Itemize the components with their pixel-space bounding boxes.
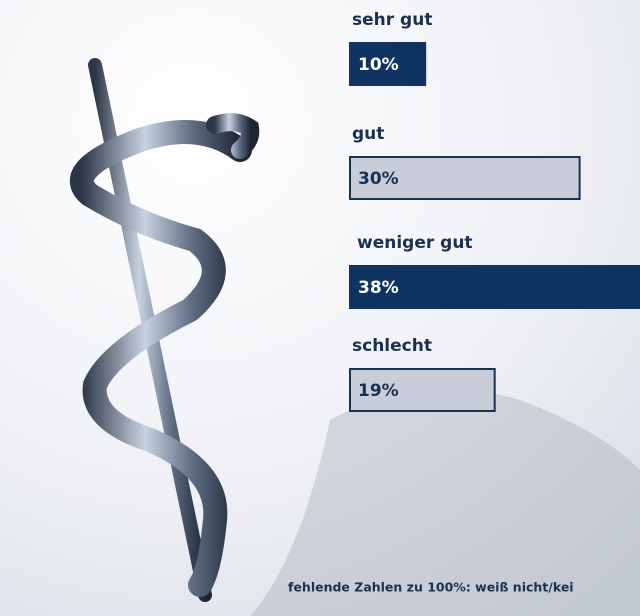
category-label: weniger gut — [357, 233, 473, 253]
category-label: schlecht — [352, 336, 432, 356]
footnote: fehlende Zahlen zu 100%: weiß nicht/kei — [288, 580, 574, 595]
value-label: 19% — [358, 381, 399, 401]
value-label: 30% — [358, 169, 399, 189]
value-label: 38% — [358, 278, 399, 298]
chart: fehlende Zahlen zu 100%: weiß nicht/kei … — [0, 0, 640, 616]
category-label: gut — [352, 124, 384, 144]
value-label: 10% — [358, 55, 399, 75]
category-label: sehr gut — [352, 10, 432, 30]
